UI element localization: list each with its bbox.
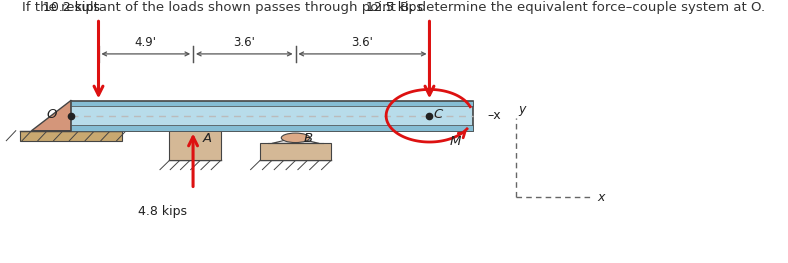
Text: A: A xyxy=(203,132,212,145)
Text: 3.6': 3.6' xyxy=(351,36,374,49)
Text: M: M xyxy=(449,135,460,148)
Bar xyxy=(20,131,122,141)
Bar xyxy=(71,125,473,131)
Text: O: O xyxy=(46,108,57,121)
Text: C: C xyxy=(433,108,443,121)
Text: B: B xyxy=(303,132,313,145)
Polygon shape xyxy=(32,100,110,131)
Text: If the resultant of the loads shown passes through point B, determine the equiva: If the resultant of the loads shown pass… xyxy=(22,1,766,14)
Text: –x: –x xyxy=(487,109,500,122)
Circle shape xyxy=(281,133,310,143)
Text: x: x xyxy=(597,191,604,204)
Bar xyxy=(71,100,473,106)
Text: 12.5 kips: 12.5 kips xyxy=(366,2,423,14)
Polygon shape xyxy=(272,138,319,143)
Text: 4.9': 4.9' xyxy=(135,36,157,49)
Bar xyxy=(260,143,331,160)
Text: y: y xyxy=(519,103,526,116)
Text: 3.6': 3.6' xyxy=(233,36,255,49)
Bar xyxy=(169,130,221,160)
Text: 10.2 kips: 10.2 kips xyxy=(43,2,100,14)
Text: 4.8 kips: 4.8 kips xyxy=(138,205,187,218)
Bar xyxy=(71,100,473,131)
